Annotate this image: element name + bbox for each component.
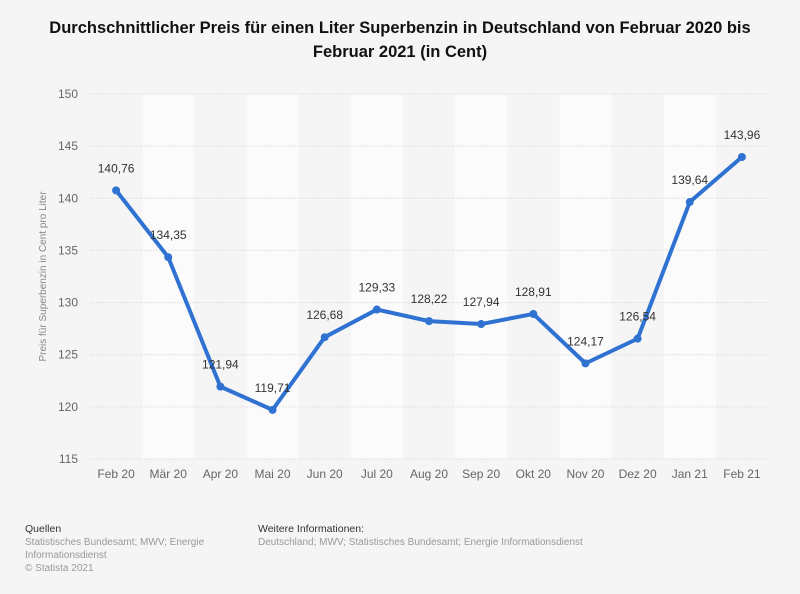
x-tick-label: Aug 20: [410, 467, 448, 481]
column-band: [455, 94, 508, 459]
data-label: 128,22: [411, 292, 448, 306]
y-tick-label: 125: [58, 348, 78, 362]
sources-block: Quellen Statistisches Bundesamt; MWV; En…: [25, 523, 204, 575]
column-band: [559, 94, 612, 459]
data-point: [737, 152, 746, 161]
line-chart: 115 120 125 130 135 140 145 150 Preis für Superb…: [38, 87, 768, 481]
x-tick-label: Feb 21: [723, 467, 761, 481]
data-label: 140,76: [98, 161, 135, 175]
data-point: [685, 198, 694, 207]
data-label: 126,54: [619, 310, 656, 324]
column-band: [350, 94, 403, 459]
data-label: 119,71: [255, 381, 291, 395]
y-tick-label: 150: [58, 87, 78, 101]
x-tick-label: Sep 20: [462, 467, 500, 481]
data-label: 143,96: [724, 128, 761, 142]
sources-line: Informationsdienst: [25, 550, 107, 561]
x-tick-label: Jul 20: [361, 467, 393, 481]
y-tick-label: 120: [58, 400, 78, 414]
data-label: 128,91: [515, 285, 552, 299]
data-point: [633, 334, 642, 343]
data-label: 127,94: [463, 295, 500, 309]
data-label: 126,68: [306, 308, 343, 322]
column-band: [663, 94, 716, 459]
copyright[interactable]: © Statista 2021: [25, 563, 94, 574]
data-point: [477, 320, 486, 329]
series-line: [114, 154, 744, 412]
x-tick-label: Jan 21: [672, 467, 708, 481]
column-band: [246, 94, 299, 459]
data-label: 139,64: [671, 173, 708, 187]
column-band: [142, 94, 195, 459]
data-point: [320, 333, 329, 342]
data-point: [112, 186, 121, 195]
info-heading: Weitere Informationen:: [258, 523, 365, 535]
info-text: Deutschland; MWV; Statistisches Bundesam…: [258, 537, 583, 548]
sources-heading: Quellen: [25, 523, 62, 535]
data-label: 134,35: [150, 228, 187, 242]
y-tick-label: 140: [58, 191, 78, 205]
y-axis-label: Preis für Superbenzin in Cent pro Liter: [38, 191, 49, 362]
data-label: 129,33: [358, 281, 395, 295]
x-tick-label: Mär 20: [150, 467, 188, 481]
data-point: [372, 305, 381, 314]
y-tick-label: 115: [59, 452, 78, 466]
data-label: 124,17: [567, 334, 604, 348]
data-point: [581, 359, 590, 368]
data-label: 121,94: [202, 358, 239, 372]
x-tick-label: Nov 20: [566, 467, 604, 481]
data-point: [425, 317, 433, 326]
sources-line: Statistisches Bundesamt; MWV; Energie: [25, 537, 205, 548]
x-tick-label: Feb 20: [97, 467, 135, 481]
info-block: Weitere Informationen: Deutschland; MWV;…: [258, 523, 583, 549]
x-tick-label: Okt 20: [516, 467, 552, 481]
y-tick-label: 145: [58, 139, 78, 153]
data-point: [164, 253, 173, 262]
data-point: [216, 382, 225, 391]
x-tick-label: Dez 20: [619, 467, 657, 481]
chart-title: Durchschnittlicher Preis für einen Liter…: [49, 19, 751, 61]
x-tick-label: Jun 20: [307, 467, 343, 481]
data-point: [529, 309, 538, 318]
y-tick-label: 135: [58, 243, 78, 257]
x-tick-label: Apr 20: [203, 467, 239, 481]
data-point: [268, 405, 277, 414]
y-tick-label: 130: [58, 296, 78, 310]
x-tick-label: Mai 20: [255, 467, 291, 481]
